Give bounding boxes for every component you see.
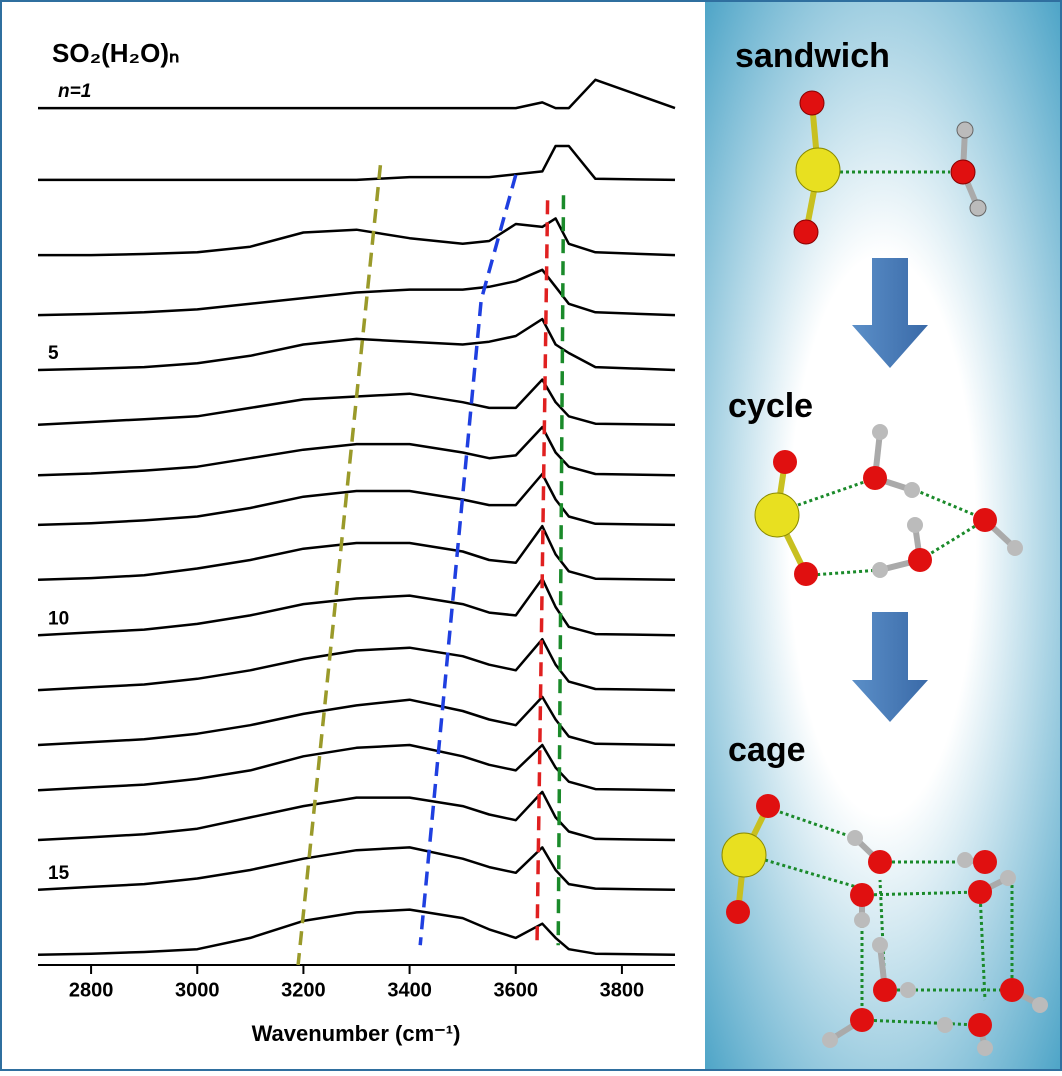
- chart-title: SO₂(H₂O)ₙ: [52, 38, 179, 68]
- x-tick-label: 3800: [600, 979, 645, 1001]
- page: {"chart_data": {"type": "line", "title":…: [0, 0, 1062, 1076]
- x-axis-label: Wavenumber (cm⁻¹): [252, 1021, 461, 1046]
- figure: SO₂(H₂O)ₙ Wavenumber (cm⁻¹) sandwich cyc…: [0, 0, 1062, 1071]
- series-label: 15: [48, 863, 70, 884]
- x-tick-label: 3600: [494, 979, 539, 1001]
- stage-label: cage: [728, 731, 806, 769]
- stage-label: cycle: [728, 387, 813, 425]
- series-label: 5: [48, 343, 59, 364]
- x-tick-label: 3200: [281, 979, 326, 1001]
- series-label: 10: [48, 608, 69, 629]
- scheme-panel: [705, 2, 1060, 1069]
- x-tick-label: 2800: [69, 979, 114, 1001]
- series-label: n=1: [58, 81, 91, 102]
- x-tick-label: 3400: [387, 979, 432, 1001]
- stage-label: sandwich: [735, 37, 890, 75]
- x-tick-label: 3000: [175, 979, 220, 1001]
